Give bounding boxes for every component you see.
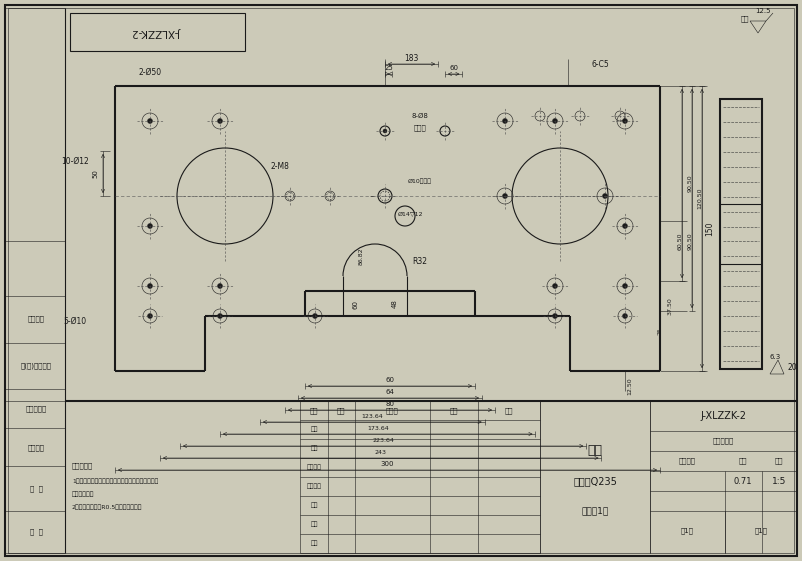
Text: 等缺陷存在。: 等缺陷存在。 xyxy=(72,491,95,497)
Circle shape xyxy=(553,314,557,319)
Text: 所属装配号: 所属装配号 xyxy=(712,438,734,444)
Text: 文件号: 文件号 xyxy=(386,407,399,414)
Text: 标记: 标记 xyxy=(310,407,318,414)
Text: 处数: 处数 xyxy=(337,407,345,414)
Circle shape xyxy=(217,283,222,288)
Circle shape xyxy=(622,223,627,228)
Text: 80: 80 xyxy=(386,401,395,407)
Text: 校核: 校核 xyxy=(310,503,318,508)
Text: 数量：1件: 数量：1件 xyxy=(581,507,609,516)
Text: 6-C5: 6-C5 xyxy=(591,59,609,68)
Text: 销钉孔: 销钉孔 xyxy=(414,125,427,131)
Text: 10-Ø12: 10-Ø12 xyxy=(61,157,89,165)
Text: 37.50: 37.50 xyxy=(667,297,673,315)
Text: 零件代号: 零件代号 xyxy=(27,316,44,323)
Text: J-XLZZK-2: J-XLZZK-2 xyxy=(700,411,746,421)
Text: 2、未注折弯圆角R0.5；表面去毛刺。: 2、未注折弯圆角R0.5；表面去毛刺。 xyxy=(72,504,143,510)
Circle shape xyxy=(622,283,627,288)
Text: 重量: 重量 xyxy=(739,458,747,465)
Text: 20: 20 xyxy=(788,362,797,371)
Circle shape xyxy=(148,223,152,228)
Text: 审定: 审定 xyxy=(310,445,318,451)
Circle shape xyxy=(148,314,152,319)
Text: 90.50: 90.50 xyxy=(687,174,692,192)
Text: 签字: 签字 xyxy=(450,407,458,414)
Text: 底图总号: 底图总号 xyxy=(27,445,44,451)
Text: 25: 25 xyxy=(384,65,393,71)
Text: 12.50: 12.50 xyxy=(627,377,633,395)
Circle shape xyxy=(553,118,557,123)
Text: 25: 25 xyxy=(658,327,662,335)
Text: 借(通)用件登记: 借(通)用件登记 xyxy=(21,363,51,369)
Text: 86.82: 86.82 xyxy=(358,247,363,265)
Circle shape xyxy=(313,314,318,319)
Text: 48: 48 xyxy=(392,300,398,309)
Text: 2-M8: 2-M8 xyxy=(270,162,290,171)
Circle shape xyxy=(217,118,222,123)
Text: Ø10贯穿孔: Ø10贯穿孔 xyxy=(408,178,432,184)
Text: 图样标记: 图样标记 xyxy=(678,458,695,465)
Text: 50: 50 xyxy=(92,169,98,178)
Text: 0.71: 0.71 xyxy=(734,476,752,485)
Text: 1:5: 1:5 xyxy=(772,476,786,485)
Text: 8-Ø8: 8-Ø8 xyxy=(411,113,428,119)
Text: 日  期: 日 期 xyxy=(30,528,43,535)
Bar xyxy=(70,13,245,51)
Text: R32: R32 xyxy=(412,256,427,265)
Text: 制图: 制图 xyxy=(310,522,318,527)
Circle shape xyxy=(553,283,557,288)
Text: 1、零件不允许有明显影响外观的压痕、划伤、开裂: 1、零件不允许有明显影响外观的压痕、划伤、开裂 xyxy=(72,478,158,484)
Text: 243: 243 xyxy=(375,449,387,454)
Text: 批准: 批准 xyxy=(310,427,318,433)
Text: 6.3: 6.3 xyxy=(769,354,780,360)
Text: 材料：Q235: 材料：Q235 xyxy=(573,476,617,486)
Text: 60: 60 xyxy=(352,300,358,309)
Text: 签  字: 签 字 xyxy=(30,486,43,493)
Text: 60.50: 60.50 xyxy=(678,232,683,250)
Text: 120.50: 120.50 xyxy=(698,188,703,209)
Text: 12.5: 12.5 xyxy=(755,8,771,14)
Text: 150: 150 xyxy=(706,221,715,236)
Text: 其余: 其余 xyxy=(741,16,749,22)
Circle shape xyxy=(503,118,508,123)
Circle shape xyxy=(383,129,387,133)
Text: 123.64: 123.64 xyxy=(362,413,383,419)
Circle shape xyxy=(602,194,607,199)
Text: 173.64: 173.64 xyxy=(367,425,389,430)
Text: 60: 60 xyxy=(386,377,395,383)
Text: 64: 64 xyxy=(386,389,395,395)
Text: 5-Ø10: 5-Ø10 xyxy=(63,316,87,325)
Text: Ø14▽12: Ø14▽12 xyxy=(397,211,423,217)
Text: 标准检查: 标准检查 xyxy=(306,465,322,470)
Text: 技术要求：: 技术要求： xyxy=(72,463,93,470)
Text: J-XLZZK-2: J-XLZZK-2 xyxy=(132,27,181,37)
Circle shape xyxy=(622,118,627,123)
Circle shape xyxy=(503,194,508,199)
Text: 第1张: 第1张 xyxy=(755,528,768,534)
Text: 共1张: 共1张 xyxy=(681,528,694,534)
Circle shape xyxy=(148,283,152,288)
Text: 60: 60 xyxy=(449,65,458,71)
Text: 比例: 比例 xyxy=(775,458,784,465)
Circle shape xyxy=(622,314,627,319)
Text: 旧底图总号: 旧底图总号 xyxy=(26,406,47,412)
Text: 顶板: 顶板 xyxy=(588,444,602,458)
Text: 90.50: 90.50 xyxy=(687,232,692,250)
Bar xyxy=(720,99,762,369)
Text: 300: 300 xyxy=(381,461,395,467)
Text: 日期: 日期 xyxy=(504,407,513,414)
Text: 设计: 设计 xyxy=(310,541,318,546)
Text: 2-Ø50: 2-Ø50 xyxy=(139,67,161,76)
Text: 工艺检查: 工艺检查 xyxy=(306,484,322,489)
Circle shape xyxy=(148,118,152,123)
Circle shape xyxy=(217,314,222,319)
Text: 223.64: 223.64 xyxy=(372,438,394,443)
Text: 183: 183 xyxy=(404,53,419,62)
